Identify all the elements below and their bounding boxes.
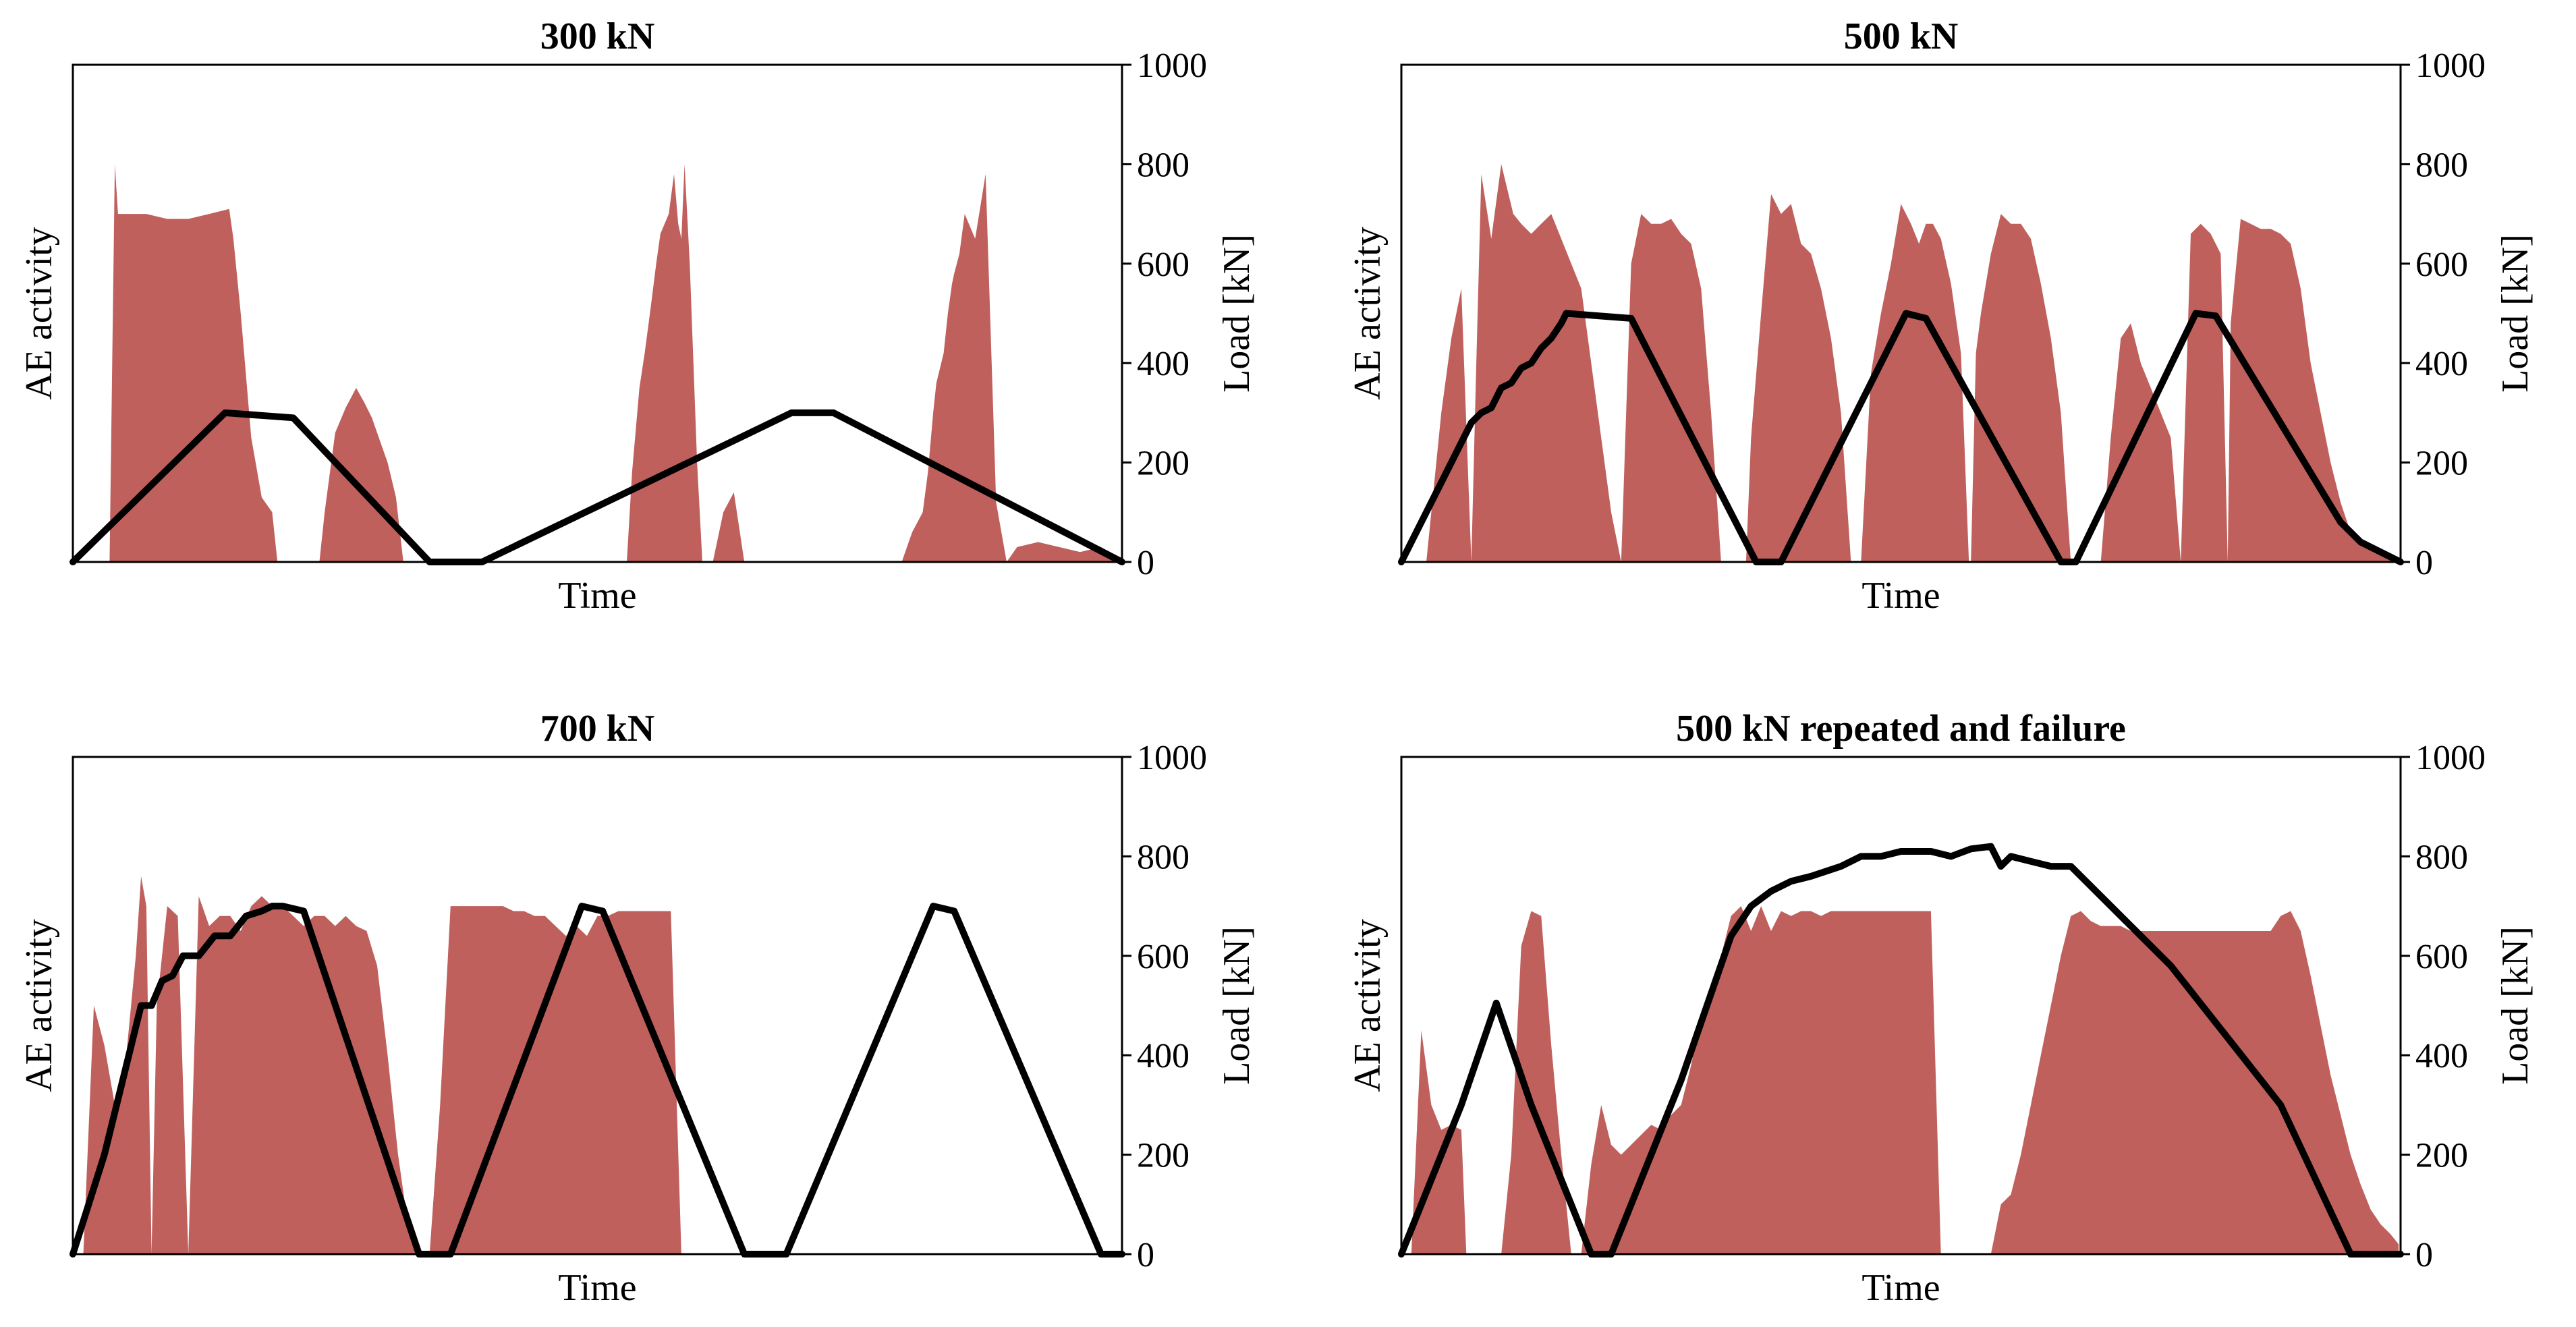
load-line: [1398, 310, 2404, 565]
x-axis-label: Time: [558, 575, 636, 617]
right-tick-label: 400: [1137, 1037, 1189, 1075]
right-tick-label: 800: [2415, 838, 2468, 876]
axes-frame: [72, 756, 1123, 1255]
x-axis-label: Time: [558, 1267, 636, 1309]
y-axis-left-label: AE activity: [1347, 919, 1389, 1092]
y-axis-right-label: Load [kN]: [2494, 234, 2536, 393]
right-tick-label: 800: [1137, 838, 1189, 876]
right-tick-label: 1000: [1137, 739, 1207, 777]
chart-panel-4: 0 200 400 600 800 1000 500 kN repeated and fai…: [1347, 708, 2536, 1309]
right-tick-label: 1000: [2415, 47, 2486, 85]
right-tick-label: 400: [2415, 345, 2468, 383]
ae-activity-area: [83, 876, 1120, 1254]
right-tick-label: 0: [2415, 544, 2433, 582]
right-tick-label: 200: [2415, 445, 2468, 483]
ae-activity-area: [1411, 906, 2399, 1254]
y-axis-right-label: Load [kN]: [1216, 926, 1258, 1085]
right-tick-label: 600: [2415, 246, 2468, 284]
axes-frame: [1400, 756, 2402, 1255]
chart-panel-2: 0 200 400 600 800 1000 500 kN Time AE activity Lo…: [1347, 16, 2536, 617]
chart-panel-3: 0 200 400 600 800 1000 700 kN Time AE activity Lo…: [18, 708, 1258, 1309]
axes-frame: [72, 63, 1123, 563]
right-tick-label: 600: [1137, 246, 1189, 284]
right-tick-label: 200: [1137, 445, 1189, 483]
right-tick-label: 0: [1137, 1236, 1154, 1274]
y-axis-right-label: Load [kN]: [2494, 926, 2536, 1085]
y-axis-left-label: AE activity: [1347, 227, 1389, 400]
chart-title: 500 kN repeated and failure: [1676, 708, 2126, 750]
y-axis-left-label: AE activity: [18, 919, 60, 1092]
y-axis-left-label: AE activity: [18, 227, 60, 400]
right-tick-label: 1000: [2415, 739, 2486, 777]
chart-title: 700 kN: [540, 708, 655, 750]
right-tick-label: 600: [2415, 938, 2468, 976]
chart-panel-1: 0 200 400 600 800 1000 300 kN Time AE activity Lo…: [18, 16, 1258, 617]
right-tick-label: 0: [1137, 544, 1154, 582]
ae-activity-area: [106, 164, 1122, 562]
right-tick-label: 1000: [1137, 47, 1207, 85]
right-tick-label: 600: [1137, 938, 1189, 976]
x-axis-label: Time: [1861, 575, 1940, 617]
x-axis-label: Time: [1861, 1267, 1940, 1309]
right-tick-label: 200: [1137, 1137, 1189, 1175]
right-tick-label: 200: [2415, 1137, 2468, 1175]
y-axis-right-label: Load [kN]: [1216, 234, 1258, 393]
ae-activity-area: [1426, 164, 2399, 562]
right-tick-label: 0: [2415, 1236, 2433, 1274]
right-tick-label: 800: [1137, 146, 1189, 184]
chart-title: 300 kN: [540, 16, 655, 57]
right-tick-label: 400: [1137, 345, 1189, 383]
right-tick-label: 400: [2415, 1037, 2468, 1075]
axes-frame: [1400, 63, 2402, 563]
chart-title: 500 kN: [1844, 16, 1959, 57]
right-tick-label: 800: [2415, 146, 2468, 184]
